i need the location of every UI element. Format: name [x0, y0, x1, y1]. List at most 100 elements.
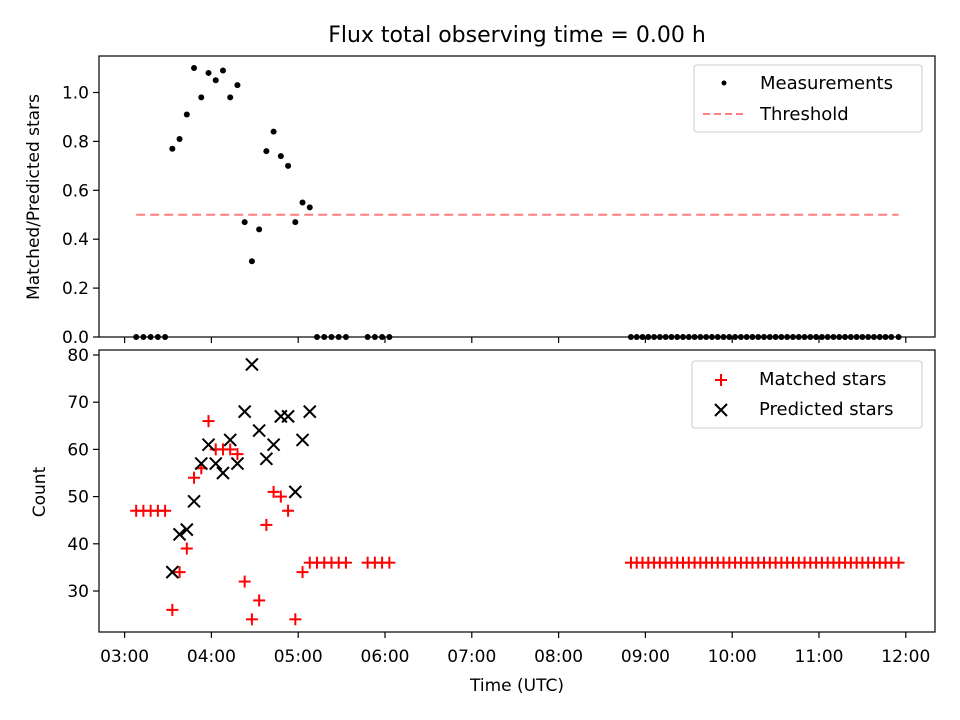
matched-star-point: [892, 556, 905, 569]
predicted-star-point: [201, 437, 216, 452]
matched-star-point: [159, 504, 172, 517]
measurement-point: [183, 111, 190, 118]
measurement-point: [256, 226, 263, 233]
predicted-star-point: [259, 452, 274, 466]
measurement-point: [169, 145, 176, 152]
legend-measurements-marker: [721, 80, 727, 86]
predicted-star-point: [209, 456, 223, 471]
matched-star-point: [238, 575, 251, 588]
bottom-xlabel: Time (UTC): [469, 676, 564, 696]
measurement-point: [205, 69, 212, 76]
top-ytick-label: 1.0: [62, 84, 89, 104]
bottom-axes-frame: [98, 349, 936, 633]
top-ytick-label: 0.4: [62, 230, 89, 250]
measurement-point: [212, 77, 219, 84]
bottom-ylabel: Count: [30, 466, 50, 517]
legend-measurements-label: Measurements: [760, 73, 893, 94]
measurement-point: [292, 219, 299, 226]
matched-star-point: [282, 504, 295, 517]
predicted-star-point: [281, 409, 295, 424]
measurement-point: [277, 153, 284, 160]
bottom-xtick-label: 07:00: [447, 647, 496, 667]
matched-star-point: [180, 542, 193, 555]
predicted-star-point: [237, 404, 252, 419]
predicted-star-point: [295, 433, 310, 447]
top-legend: Measurements Threshold: [693, 64, 923, 133]
measurement-point: [306, 204, 313, 211]
matched-star-point: [267, 485, 280, 498]
predicted-star-point: [187, 494, 201, 509]
bottom-ytick-label: 60: [67, 440, 89, 460]
bottom-xtick-label: 09:00: [621, 647, 670, 667]
predicted-star-point: [252, 423, 266, 438]
top-ylabel: Matched/Predicted stars: [24, 94, 44, 300]
measurement-point: [198, 94, 205, 101]
legend-matched-label: Matched stars: [759, 369, 886, 390]
bottom-xtick-label: 05:00: [274, 647, 323, 667]
bottom-legend: Matched stars Predicted stars: [691, 360, 923, 429]
bottom-xtick-label: 06:00: [361, 647, 410, 667]
predicted-star-point: [303, 404, 317, 419]
measurement-point: [227, 94, 234, 101]
bottom-ytick-label: 40: [67, 535, 89, 555]
matched-star-point: [253, 594, 266, 607]
predicted-star-point: [165, 565, 180, 579]
measurement-point: [219, 67, 226, 74]
legend-predicted-marker: [714, 403, 728, 417]
matched-star-point: [339, 556, 352, 569]
legend-matched-marker: [715, 374, 727, 386]
matched-star-point: [173, 566, 186, 579]
top-axes-frame: [98, 55, 936, 338]
measurement-point: [263, 148, 270, 155]
top-ytick-label: 0.0: [62, 328, 89, 348]
bottom-ytick-label: 80: [67, 346, 89, 366]
bottom-xtick-label: 10:00: [708, 647, 757, 667]
legend-threshold-label: Threshold: [759, 104, 849, 125]
bottom-ytick-label: 50: [67, 488, 89, 508]
measurement-point: [234, 82, 241, 89]
matched-star-point: [274, 490, 287, 503]
bottom-xtick-label: 11:00: [795, 647, 844, 667]
bottom-xtick-label: 04:00: [187, 647, 236, 667]
predicted-star-point: [230, 456, 245, 471]
top-ytick-label: 0.2: [62, 279, 89, 299]
predicted-star-point: [266, 437, 281, 452]
measurement-point: [270, 128, 277, 135]
chart-title: Flux total observing time = 0.00 h: [328, 23, 706, 48]
measurement-point: [299, 199, 306, 206]
matched-star-point: [383, 556, 396, 569]
matched-star-point: [224, 443, 237, 456]
predicted-star-point: [288, 485, 303, 499]
measurement-point: [248, 258, 255, 265]
top-panel: 0.0 0.2 0.4 0.6 0.8 1.0 Matched/Predicted sta…: [24, 55, 936, 348]
matched-star-point: [231, 448, 244, 461]
predicted-star-point: [194, 456, 208, 471]
matched-star-point: [296, 566, 309, 579]
predicted-star-point: [180, 522, 194, 537]
bottom-xtick-label: 08:00: [534, 647, 583, 667]
bottom-legend-box: [691, 360, 923, 429]
top-ytick-label: 0.6: [62, 181, 89, 201]
predicted-star-point: [245, 357, 259, 372]
top-ytick-label: 0.8: [62, 132, 89, 152]
matched-star-point: [245, 613, 258, 626]
predicted-star-point: [216, 466, 230, 480]
bottom-ytick-label: 70: [67, 393, 89, 413]
predicted-star-point: [172, 527, 187, 542]
bottom-xtick-label: 03:00: [100, 647, 149, 667]
measurement-point: [191, 65, 198, 72]
bottom-ytick-label: 30: [67, 582, 89, 602]
measurement-point: [285, 162, 292, 169]
matched-star-point: [260, 518, 273, 531]
top-legend-box: [693, 64, 923, 133]
legend-predicted-label: Predicted stars: [759, 399, 893, 420]
matched-star-point: [188, 471, 201, 484]
bottom-xtick-label: 12:00: [881, 647, 930, 667]
measurement-point: [241, 219, 248, 226]
measurement-point: [176, 135, 183, 142]
matched-star-point: [202, 415, 215, 428]
matched-star-point: [166, 603, 179, 616]
bottom-panel: 30 40 50 60 70 80 03:00 04:00 05:00 06:00 07:00 08…: [30, 346, 936, 696]
matched-star-point: [289, 613, 302, 626]
